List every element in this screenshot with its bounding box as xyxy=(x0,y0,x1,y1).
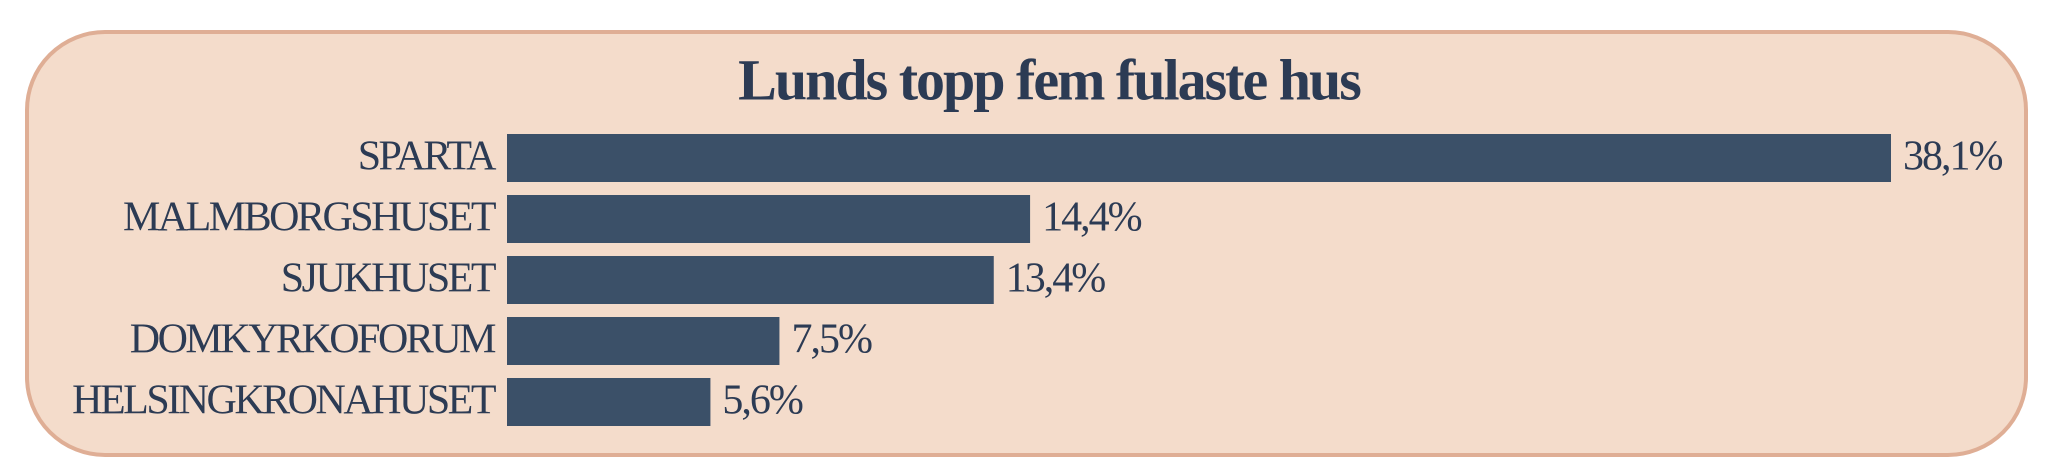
value-label: 13,4% xyxy=(1006,256,1106,302)
category-label: SJUKHUSET xyxy=(281,256,496,302)
bar xyxy=(507,134,1891,182)
category-label: SPARTA xyxy=(358,134,497,180)
bar xyxy=(507,256,994,304)
chart-title: Lunds topp fem fulaste hus xyxy=(738,47,1361,112)
category-label: HELSINGKRONAHUSET xyxy=(72,378,496,424)
value-label: 5,6% xyxy=(722,378,803,424)
value-label: 38,1% xyxy=(1903,134,2003,180)
value-label: 7,5% xyxy=(791,317,872,363)
bar xyxy=(507,317,780,365)
value-label: 14,4% xyxy=(1042,195,1142,241)
bar xyxy=(507,195,1031,243)
category-label: MALMBORGSHUSET xyxy=(123,195,496,241)
bar xyxy=(507,378,711,426)
category-label: DOMKYRKOFORUM xyxy=(130,317,496,363)
